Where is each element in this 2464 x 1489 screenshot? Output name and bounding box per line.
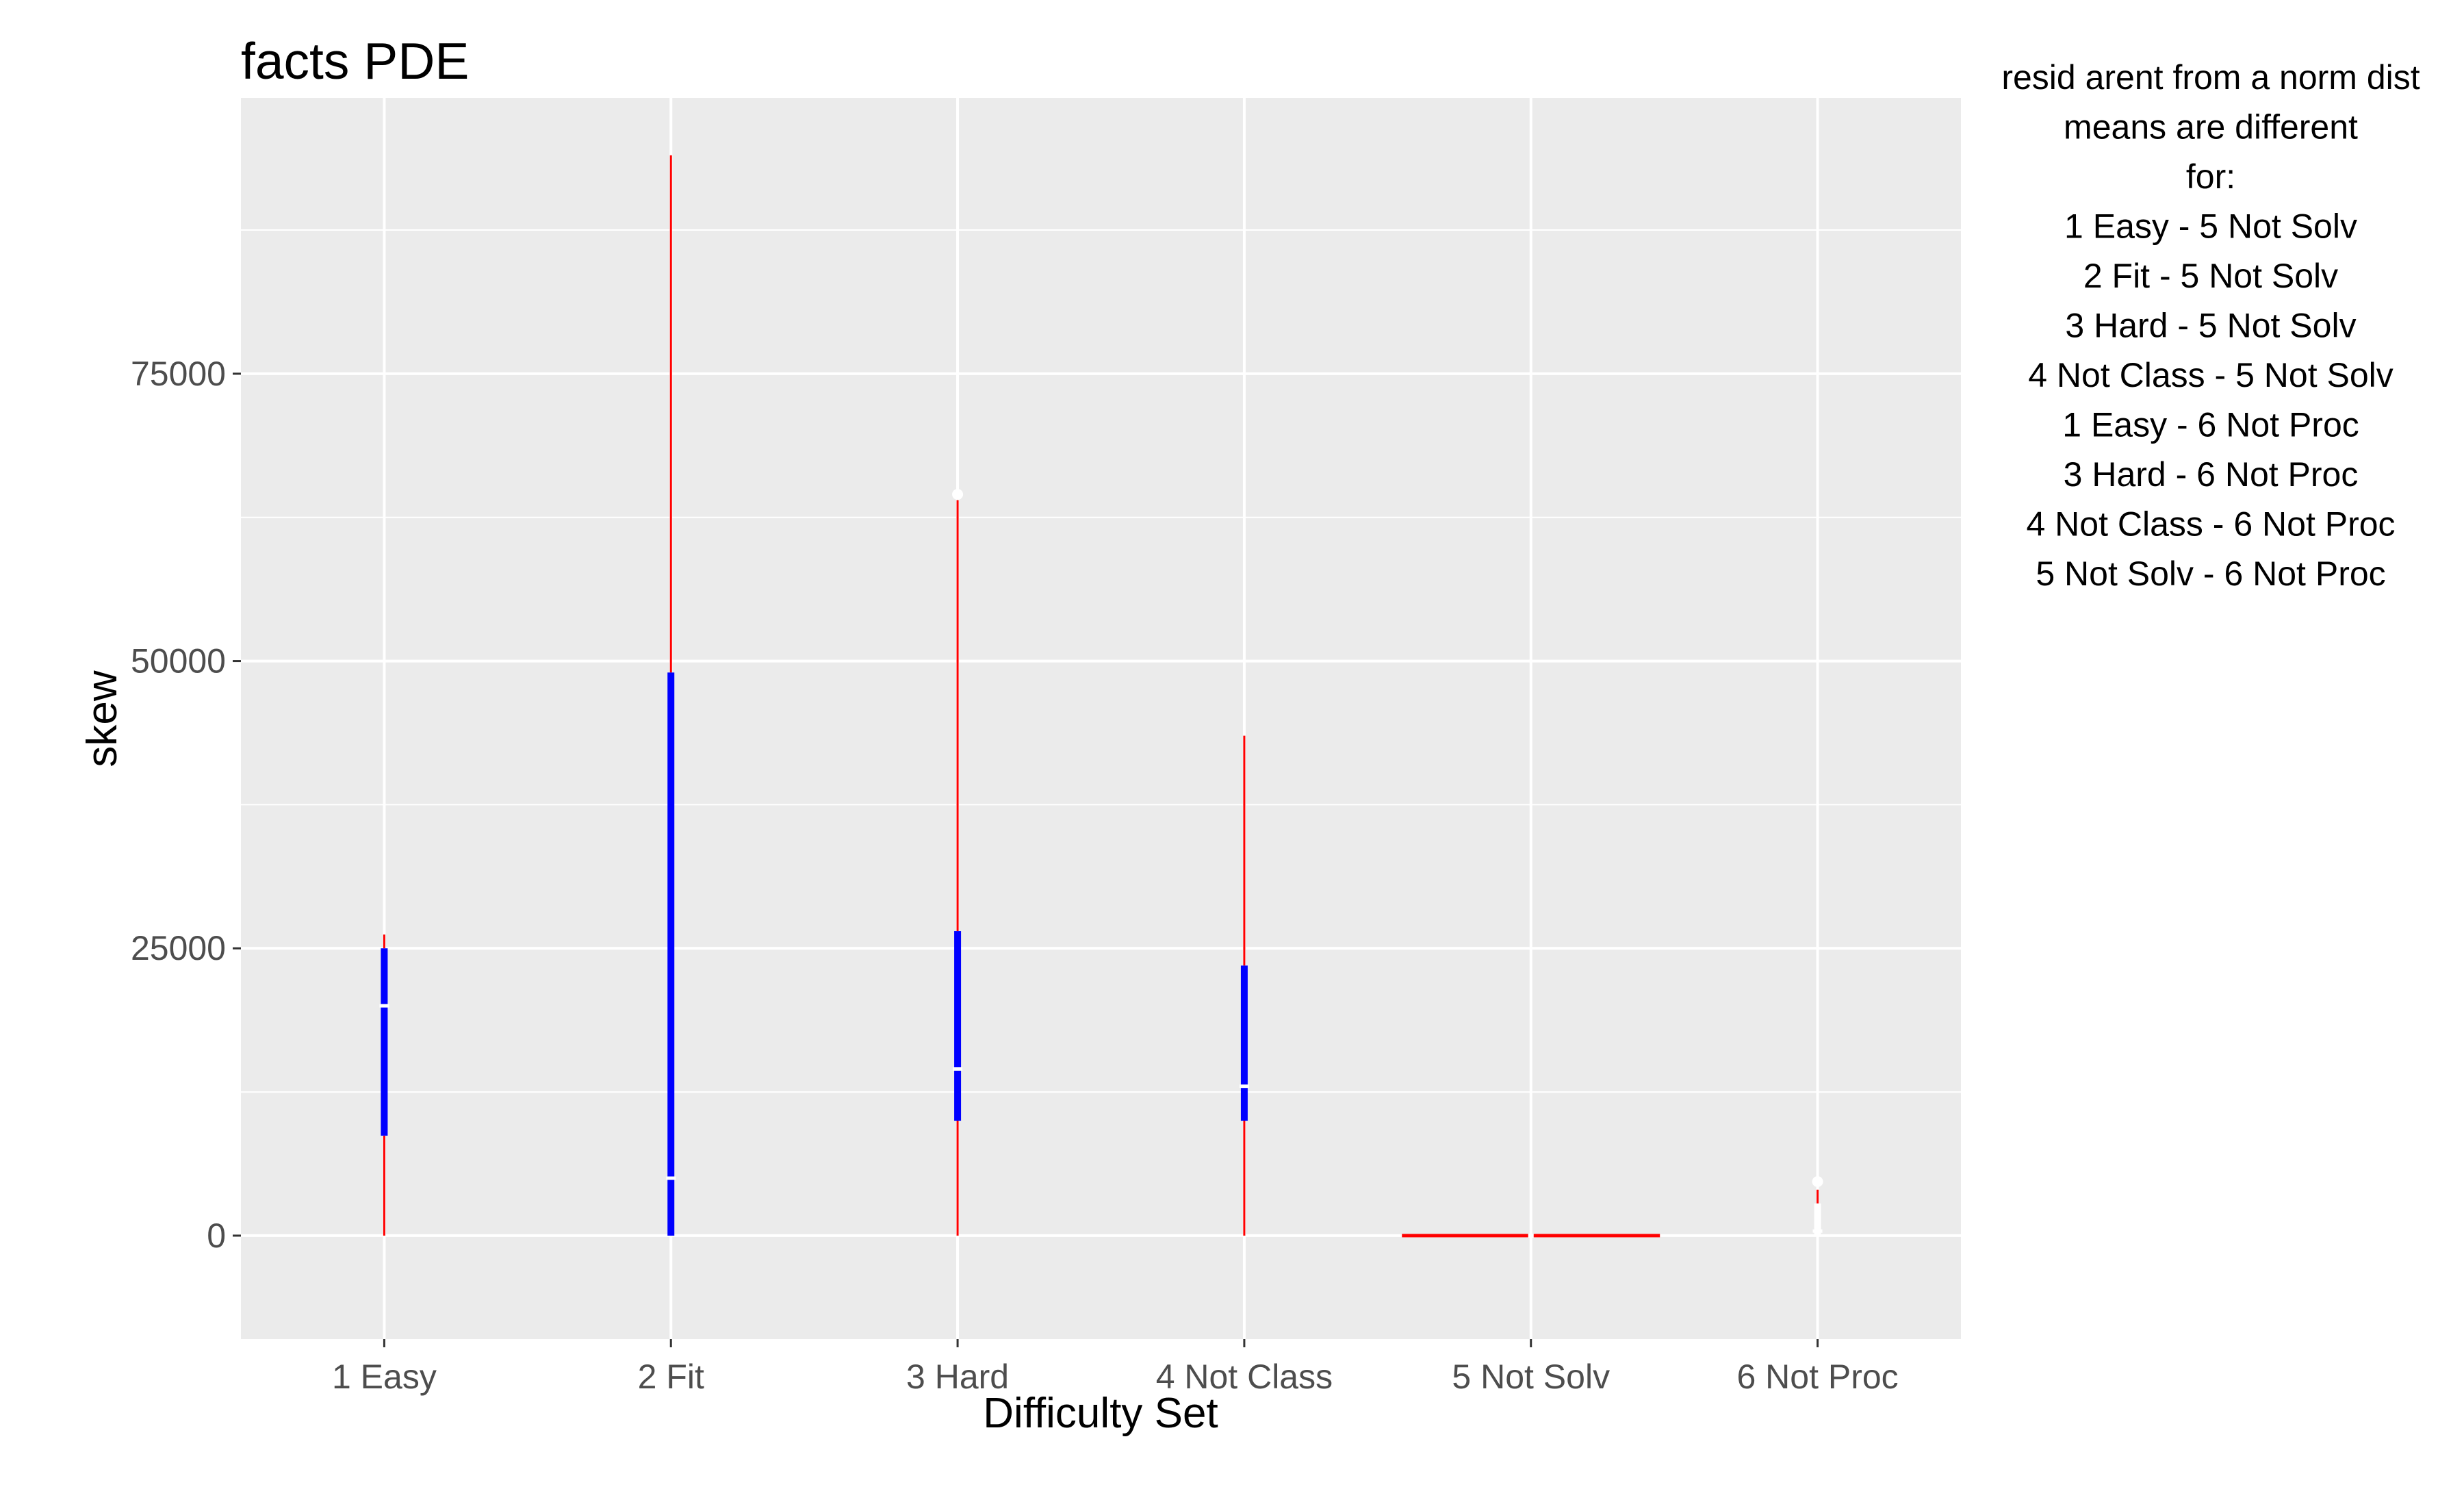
annotation-line: resid arent from a norm dist <box>2001 58 2420 97</box>
annotation-text: resid arent from a norm dist means are di… <box>2001 58 2420 593</box>
axes: 0 25000 50000 75000 1 Easy 2 Fit 3 Hard 4 Not C… <box>131 355 1899 1396</box>
y-tick-label: 25000 <box>131 929 226 967</box>
annotation-line: 4 Not Class - 6 Not Proc <box>2026 505 2395 544</box>
annotation-line: 2 Fit - 5 Not Solv <box>2083 257 2338 295</box>
box-body <box>1240 965 1248 1121</box>
y-tick-label: 50000 <box>131 642 226 680</box>
chart-title: facts PDE <box>241 32 469 90</box>
plot-panel <box>241 98 1961 1339</box>
box-body <box>954 931 962 1121</box>
box-body <box>1814 1203 1821 1236</box>
box-body <box>667 672 675 1236</box>
x-tick-label: 3 Hard <box>906 1358 1009 1396</box>
x-tick-label: 2 Fit <box>638 1358 704 1396</box>
annotation-line: 1 Easy - 6 Not Proc <box>2062 406 2359 444</box>
annotation-line: 1 Easy - 5 Not Solv <box>2064 207 2357 246</box>
x-axis-title: Difficulty Set <box>983 1390 1218 1437</box>
y-axis-title: skew <box>79 670 126 767</box>
annotation-line: means are different <box>2064 108 2358 147</box>
annotation-line: 3 Hard - 6 Not Proc <box>2064 455 2359 494</box>
x-tick-label: 4 Not Class <box>1156 1358 1333 1396</box>
box-group <box>666 155 676 1236</box>
annotation-line: 3 Hard - 5 Not Solv <box>2065 307 2356 345</box>
x-tick-label: 1 Easy <box>332 1358 437 1396</box>
mean-point <box>952 489 964 500</box>
mean-point <box>1812 1176 1823 1188</box>
y-tick-label: 0 <box>207 1217 226 1255</box>
x-tick-label: 6 Not Proc <box>1736 1358 1898 1396</box>
annotation-line: for: <box>2186 157 2235 196</box>
y-tick-label: 75000 <box>131 355 226 393</box>
box-body <box>381 948 388 1136</box>
annotation-line: 5 Not Solv - 6 Not Proc <box>2036 555 2385 593</box>
annotation-line: 4 Not Class - 5 Not Solv <box>2028 356 2394 394</box>
box-group <box>953 500 963 1236</box>
box-group <box>1239 735 1249 1236</box>
box-group <box>1812 1189 1823 1236</box>
box-marks <box>379 155 1823 1238</box>
grid-lines <box>241 98 1961 1339</box>
x-tick-label: 5 Not Solv <box>1452 1358 1610 1396</box>
box-group <box>379 934 389 1236</box>
